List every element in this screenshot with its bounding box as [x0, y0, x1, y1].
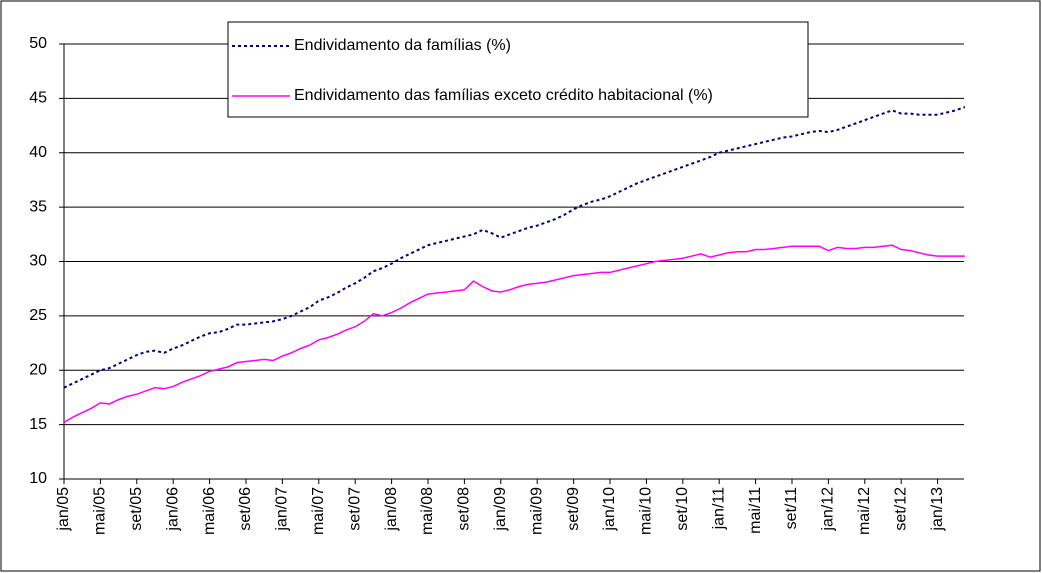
x-tick-label: set/11 [783, 487, 800, 530]
x-tick-label: jan/12 [820, 487, 837, 532]
x-tick-label: set/05 [128, 487, 145, 531]
y-tick-label: 30 [29, 253, 47, 270]
x-tick-label: mai/09 [528, 487, 545, 535]
x-tick-label: jan/05 [55, 487, 72, 532]
x-tick-label: set/08 [456, 487, 473, 531]
x-tick-label: mai/05 [92, 487, 109, 535]
y-tick-label: 35 [29, 198, 47, 215]
x-tick-label: jan/13 [929, 487, 946, 532]
legend-box [227, 21, 809, 118]
x-tick-label: mai/10 [638, 487, 655, 535]
x-tick-label: jan/09 [492, 487, 509, 532]
x-tick-label: jan/11 [710, 487, 727, 531]
y-tick-label: 50 [29, 35, 47, 52]
y-tick-label: 10 [29, 470, 47, 487]
x-tick-label: mai/06 [201, 487, 218, 535]
x-tick-label: mai/12 [856, 487, 873, 535]
series-line [63, 244, 965, 424]
x-tick-label: set/09 [565, 487, 582, 531]
x-tick-label: set/12 [892, 487, 909, 531]
y-tick-label: 25 [29, 307, 47, 324]
y-tick-label: 40 [29, 144, 47, 161]
x-tick-label: jan/07 [274, 487, 291, 532]
x-tick-label: set/06 [237, 487, 254, 531]
x-tick-label: jan/06 [164, 487, 181, 532]
legend: Endividamento da famílias (%) Endividamen… [227, 21, 809, 118]
legend-label: Endividamento das famílias exceto crédit… [294, 87, 713, 104]
y-tick-label: 15 [29, 416, 47, 433]
x-tick-label: set/10 [674, 487, 691, 531]
x-tick-label: mai/11 [747, 487, 764, 534]
x-tick-label: mai/08 [419, 487, 436, 535]
x-tick-label: set/07 [346, 487, 363, 531]
legend-label: Endividamento da famílias (%) [294, 37, 511, 54]
x-tick-label: mai/07 [310, 487, 327, 535]
y-tick-label: 45 [29, 90, 47, 107]
x-tick-label: jan/10 [601, 487, 618, 532]
x-tick-label: jan/08 [383, 487, 400, 532]
y-tick-label: 20 [29, 361, 47, 378]
series-line [63, 106, 966, 389]
